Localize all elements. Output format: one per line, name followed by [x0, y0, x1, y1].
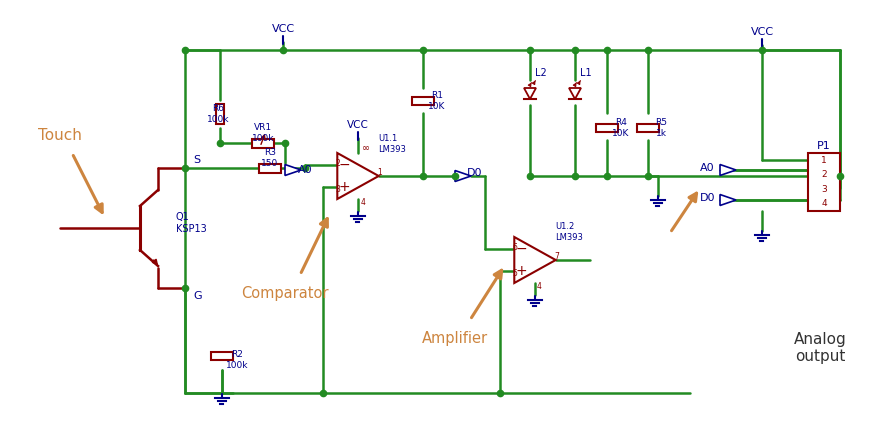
Text: 4: 4	[821, 199, 826, 208]
Bar	[807, 153, 839, 211]
Text: R4
10K: R4 10K	[611, 118, 629, 138]
Polygon shape	[719, 194, 735, 206]
Text: G: G	[193, 291, 201, 301]
Text: 5: 5	[512, 268, 517, 277]
Bar	[411, 97, 434, 105]
Text: 1: 1	[820, 156, 826, 165]
Polygon shape	[337, 153, 378, 199]
Text: +: +	[338, 180, 350, 194]
Polygon shape	[719, 164, 735, 176]
Bar	[215, 104, 224, 124]
Text: 4: 4	[360, 198, 365, 207]
Text: U1.1
LM393: U1.1 LM393	[377, 134, 405, 154]
Text: −: −	[515, 242, 527, 256]
Text: Amplifier: Amplifier	[421, 331, 487, 345]
Text: Comparator: Comparator	[241, 285, 328, 301]
Text: VCC: VCC	[347, 120, 368, 130]
Text: VR1
100k: VR1 100k	[251, 123, 274, 143]
Text: 1: 1	[377, 168, 382, 177]
Text: Analog
output: Analog output	[793, 332, 846, 364]
Text: 4: 4	[536, 281, 541, 290]
Text: R2
100k: R2 100k	[225, 350, 248, 370]
Polygon shape	[569, 88, 580, 99]
Text: A0: A0	[700, 163, 714, 173]
Polygon shape	[523, 88, 536, 99]
Bar	[252, 138, 274, 147]
Text: 3: 3	[820, 185, 826, 194]
Text: R6
100k: R6 100k	[207, 104, 229, 124]
Text: 6: 6	[512, 242, 517, 251]
Text: 2: 2	[821, 170, 826, 179]
Polygon shape	[284, 164, 300, 176]
Polygon shape	[514, 237, 555, 283]
Text: 7: 7	[554, 251, 559, 260]
Text: VCC: VCC	[749, 27, 772, 37]
Text: VCC: VCC	[271, 24, 294, 34]
Text: S: S	[193, 155, 200, 165]
Polygon shape	[454, 171, 470, 181]
Text: L2: L2	[535, 68, 546, 78]
Text: R1
10K: R1 10K	[428, 91, 445, 111]
Text: +: +	[515, 264, 527, 278]
Text: R5
1k: R5 1k	[654, 118, 666, 138]
Text: P1: P1	[816, 141, 830, 151]
Text: D0: D0	[467, 168, 482, 178]
Bar	[595, 124, 618, 132]
Bar	[637, 124, 658, 132]
Text: 3: 3	[335, 185, 340, 194]
Bar	[258, 164, 281, 172]
Bar	[211, 352, 232, 360]
Text: U1.2
LM393: U1.2 LM393	[554, 222, 582, 242]
Text: R3
150: R3 150	[261, 148, 278, 168]
Text: D0: D0	[699, 193, 714, 203]
Text: Touch: Touch	[38, 128, 82, 142]
Text: −: −	[338, 158, 350, 172]
Text: ∞: ∞	[361, 143, 369, 153]
Text: 2: 2	[335, 159, 340, 168]
Text: Q1
KSP13: Q1 KSP13	[176, 212, 207, 234]
Text: A0: A0	[298, 165, 312, 175]
Text: L1: L1	[579, 68, 591, 78]
